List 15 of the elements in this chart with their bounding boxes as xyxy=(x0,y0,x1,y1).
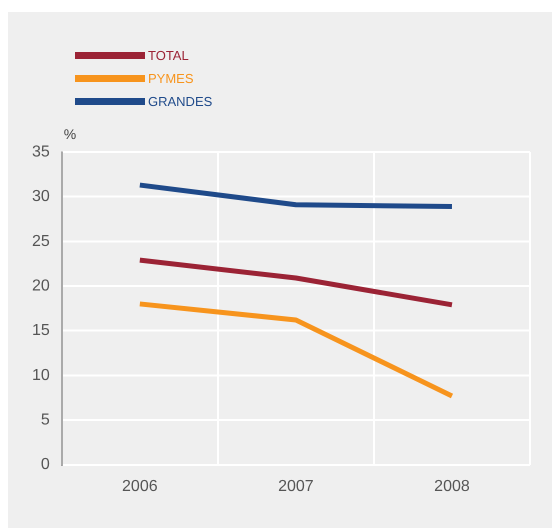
x-tick-label: 2006 xyxy=(122,478,158,495)
y-tick-label: 25 xyxy=(32,232,50,250)
y-tick-label: 20 xyxy=(32,277,50,294)
y-tick-label: 35 xyxy=(32,143,50,160)
text: TOTAL xyxy=(148,48,189,63)
x-tick-label: 2008 xyxy=(434,478,470,495)
y-tick-label: 0 xyxy=(40,456,50,474)
y-tick-label: 15 xyxy=(32,322,50,340)
text: GRANDES xyxy=(148,94,212,109)
text: PYMES xyxy=(148,71,194,86)
y-axis-title: % xyxy=(64,126,76,142)
y-tick-label: 10 xyxy=(32,366,50,384)
y-tick-label: 30 xyxy=(32,188,50,206)
x-tick-label: 2007 xyxy=(278,478,314,495)
y-tick-label: 5 xyxy=(40,412,50,429)
